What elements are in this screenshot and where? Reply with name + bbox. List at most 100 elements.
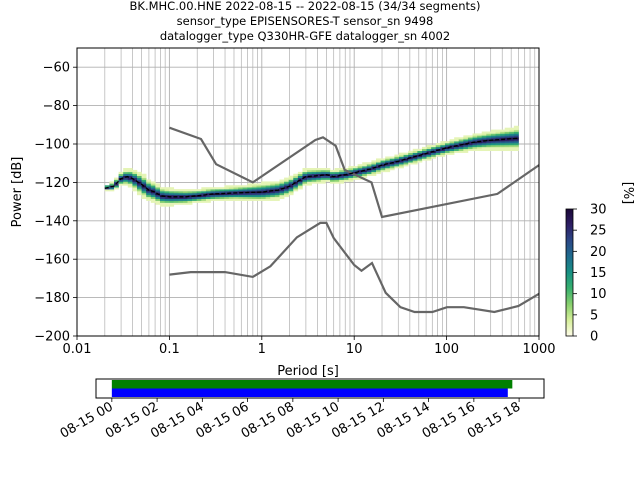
density-cell <box>412 152 418 155</box>
density-cell <box>238 189 244 192</box>
density-cell <box>440 146 446 150</box>
density-cell <box>463 139 469 142</box>
density-cell <box>215 189 221 192</box>
density-cell <box>279 183 285 186</box>
density-cell <box>150 185 156 188</box>
density-cell <box>270 192 276 196</box>
density-cell <box>187 200 193 203</box>
density-cell <box>454 143 460 146</box>
density-cell <box>164 189 170 192</box>
density-cell <box>219 196 225 200</box>
density-cell <box>440 152 446 155</box>
density-cell <box>472 133 478 136</box>
density-cell <box>288 185 294 188</box>
density-cell <box>509 129 515 132</box>
density-cell <box>228 189 234 192</box>
density-cell <box>169 191 175 194</box>
density-cell <box>238 194 244 198</box>
density-cell <box>265 187 271 190</box>
psd-frame <box>76 47 540 337</box>
density-cell <box>173 194 179 198</box>
density-cell <box>164 192 170 196</box>
density-cell <box>398 164 404 167</box>
density-cell <box>141 191 147 194</box>
density-cell <box>380 166 386 169</box>
density-cell <box>205 191 211 194</box>
density-cell <box>270 198 276 201</box>
density-cell <box>408 158 414 161</box>
density-cell <box>192 200 198 203</box>
density-cell <box>426 154 432 157</box>
density-cell <box>164 202 170 205</box>
density-cell <box>132 173 138 176</box>
density-cell <box>394 154 400 157</box>
density-cell <box>311 177 317 180</box>
density-cell <box>500 137 506 140</box>
density-cell <box>251 198 257 201</box>
density-cell <box>467 143 473 146</box>
density-cell <box>164 194 170 198</box>
y-tick-label: −200 <box>34 330 70 345</box>
density-cell <box>297 177 303 180</box>
density-cell <box>394 166 400 169</box>
density-cell <box>449 144 455 148</box>
density-cell <box>417 158 423 161</box>
density-cell <box>256 198 262 201</box>
density-cell <box>270 183 276 186</box>
density-cell <box>270 181 276 184</box>
density-cell <box>495 141 501 144</box>
density-cell <box>274 183 280 186</box>
density-cell <box>504 141 510 144</box>
density-cell <box>118 175 124 178</box>
density-cell <box>320 181 326 184</box>
density-cell <box>325 168 331 171</box>
density-cell <box>173 196 179 200</box>
density-cell <box>210 191 216 194</box>
density-cell <box>187 196 193 200</box>
density-cell <box>256 196 262 200</box>
density-cell <box>132 169 138 173</box>
density-cell <box>472 143 478 146</box>
density-cell <box>127 183 133 186</box>
density-cell <box>159 192 165 196</box>
density-cell <box>141 187 147 190</box>
density-cell <box>486 133 492 136</box>
density-cell <box>330 181 335 184</box>
density-cell <box>127 181 133 184</box>
density-cell <box>118 183 124 186</box>
density-cell <box>467 135 473 138</box>
density-cell <box>155 196 161 200</box>
density-cell <box>421 146 427 150</box>
density-cell <box>136 191 142 194</box>
density-cell <box>339 173 345 176</box>
density-cell <box>293 183 299 186</box>
x-tick-label: 100 <box>434 342 459 357</box>
density-cell <box>256 194 262 198</box>
density-cell <box>403 164 409 167</box>
density-cell <box>440 154 446 157</box>
density-cell <box>435 154 441 157</box>
density-cell <box>417 156 423 159</box>
density-cell <box>261 192 266 196</box>
y-tick-label: −80 <box>43 99 70 114</box>
density-cell <box>513 141 519 144</box>
density-cell <box>357 177 363 180</box>
density-cell <box>398 158 404 161</box>
density-cell <box>224 198 230 201</box>
density-cell <box>173 202 179 205</box>
density-cell <box>385 168 391 171</box>
density-cell <box>224 194 230 198</box>
density-cell <box>228 191 234 194</box>
density-cell <box>132 189 138 192</box>
density-cell <box>261 187 266 190</box>
density-cell <box>141 181 147 184</box>
density-cell <box>233 194 239 198</box>
density-cell <box>325 169 331 173</box>
density-cell <box>311 175 317 178</box>
density-cell <box>371 171 377 175</box>
density-cell <box>376 171 381 175</box>
density-cell <box>247 189 253 192</box>
density-cell <box>114 179 119 182</box>
density-cell <box>219 198 225 201</box>
density-cell <box>297 173 303 176</box>
